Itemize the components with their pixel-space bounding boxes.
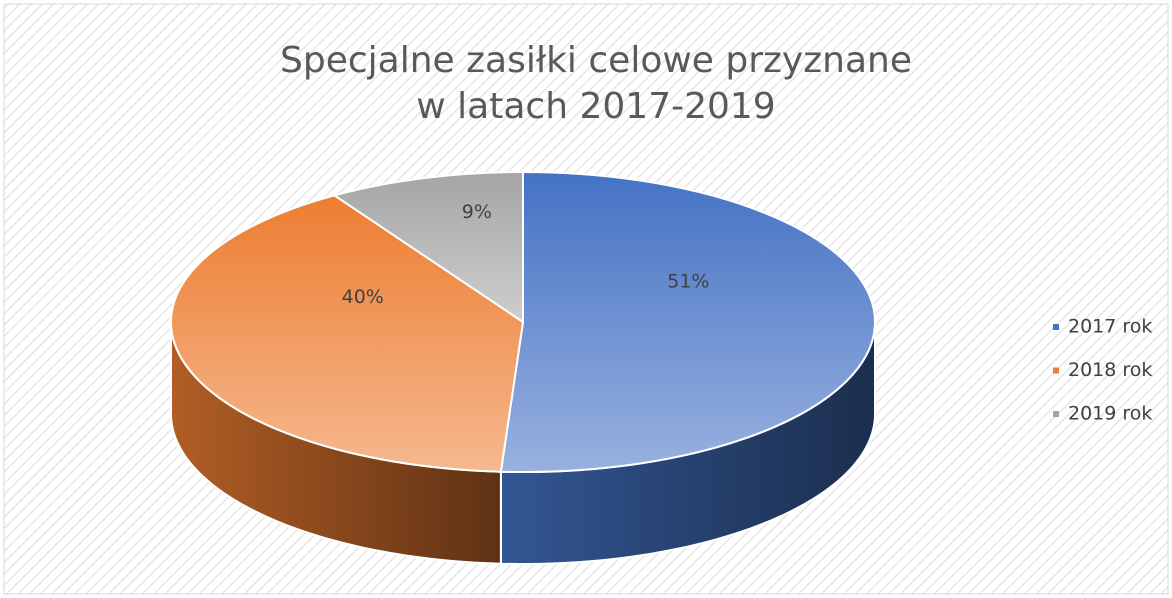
- data-label: 40%: [342, 286, 384, 308]
- legend-label: 2019 rok: [1068, 403, 1152, 425]
- legend-marker: [1053, 367, 1059, 374]
- legend-marker: [1053, 324, 1059, 330]
- data-label: 9%: [462, 201, 492, 223]
- chart-title: Specjalne zasiłki celowe przyznane: [280, 40, 912, 81]
- pie-slice: [332, 170, 524, 324]
- legend-label: 2018 rok: [1068, 359, 1152, 381]
- legend-label: 2017 rok: [1068, 316, 1152, 338]
- pie-slice: [170, 194, 525, 473]
- data-label: 51%: [667, 271, 709, 293]
- chart-title: w latach 2017-2019: [416, 86, 775, 127]
- pie-slice: [499, 170, 876, 473]
- legend-marker: [1053, 411, 1059, 417]
